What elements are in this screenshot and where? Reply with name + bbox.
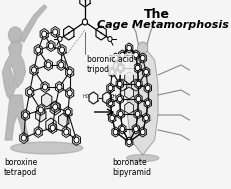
Text: boronate
bipyramid: boronate bipyramid bbox=[112, 158, 150, 177]
Polygon shape bbox=[124, 102, 133, 114]
Circle shape bbox=[136, 81, 140, 87]
Circle shape bbox=[48, 43, 53, 49]
Polygon shape bbox=[127, 45, 157, 155]
Polygon shape bbox=[36, 108, 46, 122]
Circle shape bbox=[126, 139, 131, 145]
Circle shape bbox=[140, 129, 144, 135]
Circle shape bbox=[36, 47, 41, 53]
Polygon shape bbox=[46, 118, 56, 132]
Circle shape bbox=[119, 126, 124, 132]
Circle shape bbox=[59, 47, 64, 53]
Circle shape bbox=[108, 85, 112, 91]
Polygon shape bbox=[3, 40, 25, 98]
Circle shape bbox=[143, 69, 148, 75]
Polygon shape bbox=[19, 5, 46, 42]
Text: boroxine
tetrapod: boroxine tetrapod bbox=[4, 158, 37, 177]
Text: The: The bbox=[143, 8, 169, 21]
Polygon shape bbox=[50, 101, 60, 115]
Circle shape bbox=[117, 96, 122, 102]
Circle shape bbox=[137, 42, 147, 54]
Circle shape bbox=[9, 27, 22, 43]
Circle shape bbox=[41, 31, 46, 37]
Circle shape bbox=[145, 85, 149, 91]
Circle shape bbox=[118, 65, 122, 71]
Ellipse shape bbox=[11, 142, 82, 154]
Circle shape bbox=[133, 126, 138, 132]
Circle shape bbox=[31, 67, 36, 73]
Circle shape bbox=[109, 69, 114, 75]
Circle shape bbox=[118, 111, 122, 117]
Circle shape bbox=[50, 125, 55, 131]
Text: Cage Metamorphosis: Cage Metamorphosis bbox=[97, 20, 228, 30]
Circle shape bbox=[52, 104, 58, 110]
Circle shape bbox=[113, 129, 117, 135]
Circle shape bbox=[82, 19, 87, 25]
Circle shape bbox=[126, 45, 131, 51]
Circle shape bbox=[145, 100, 149, 106]
Ellipse shape bbox=[126, 154, 158, 161]
Circle shape bbox=[107, 36, 112, 42]
Circle shape bbox=[65, 109, 70, 115]
Circle shape bbox=[52, 29, 58, 35]
Circle shape bbox=[27, 89, 32, 95]
Circle shape bbox=[46, 62, 51, 68]
Circle shape bbox=[113, 55, 117, 61]
Circle shape bbox=[42, 84, 47, 90]
Circle shape bbox=[21, 135, 26, 141]
Polygon shape bbox=[124, 72, 133, 84]
Circle shape bbox=[133, 52, 138, 58]
Text: HO: HO bbox=[82, 94, 90, 98]
Circle shape bbox=[58, 36, 62, 42]
Circle shape bbox=[143, 115, 148, 121]
Circle shape bbox=[135, 111, 139, 117]
Circle shape bbox=[135, 65, 139, 71]
Circle shape bbox=[67, 90, 72, 96]
Polygon shape bbox=[58, 113, 69, 127]
Circle shape bbox=[64, 129, 69, 135]
Circle shape bbox=[136, 96, 140, 102]
Circle shape bbox=[23, 112, 28, 118]
Circle shape bbox=[140, 55, 144, 61]
Polygon shape bbox=[117, 79, 126, 91]
Polygon shape bbox=[131, 79, 140, 91]
Polygon shape bbox=[124, 87, 133, 99]
Polygon shape bbox=[41, 93, 52, 107]
Circle shape bbox=[109, 115, 114, 121]
Circle shape bbox=[74, 137, 79, 143]
Circle shape bbox=[36, 129, 41, 135]
Circle shape bbox=[58, 62, 64, 68]
Circle shape bbox=[38, 107, 43, 113]
Circle shape bbox=[119, 52, 124, 58]
Circle shape bbox=[67, 69, 72, 75]
Text: OH: OH bbox=[109, 94, 117, 98]
Polygon shape bbox=[5, 95, 29, 140]
Circle shape bbox=[117, 81, 122, 87]
Text: boronic acid
tripod: boronic acid tripod bbox=[86, 55, 133, 74]
Circle shape bbox=[57, 84, 62, 90]
Circle shape bbox=[108, 100, 112, 106]
